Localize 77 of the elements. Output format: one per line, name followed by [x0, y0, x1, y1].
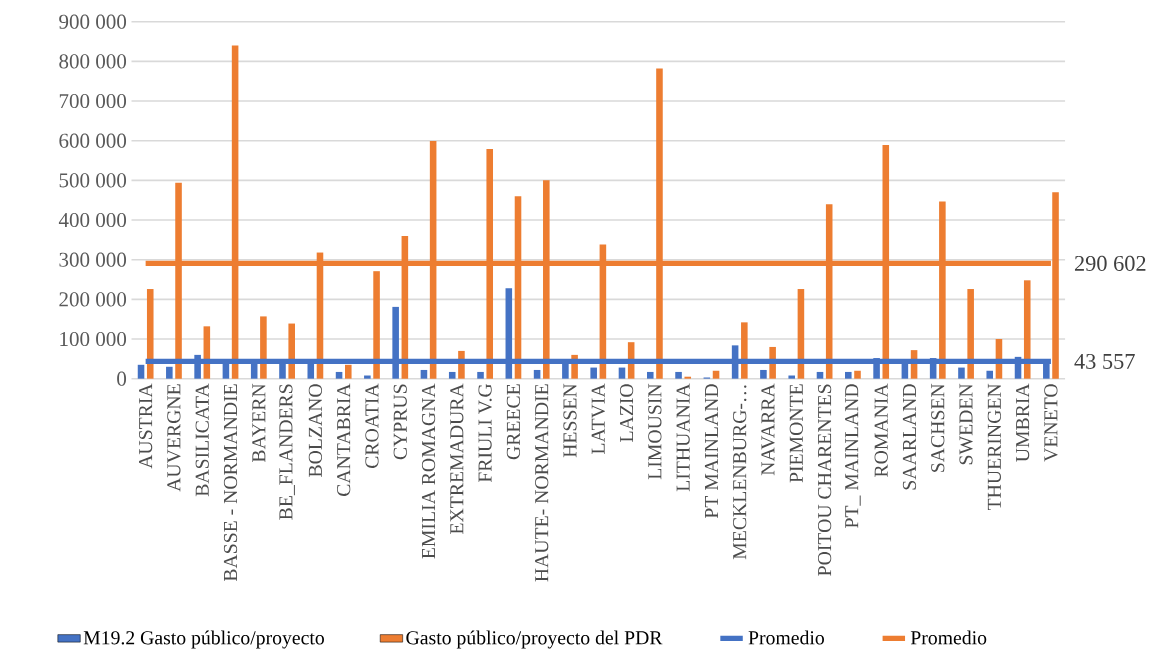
x-tick-label: UMBRIA — [1016, 383, 1030, 462]
bar — [166, 366, 173, 379]
y-tick-label: 800 000 — [59, 54, 127, 69]
x-tick-label: HAUTE- NORMANDIE — [535, 384, 549, 582]
bar — [788, 375, 795, 379]
x-tick-label: CYPRUS — [393, 384, 407, 460]
bar — [146, 289, 154, 379]
x-tick-label: LATVIA — [591, 383, 605, 455]
x-tick-label: BASILICATA — [195, 383, 209, 497]
bar — [344, 364, 352, 379]
x-tick-label: PIEMONTE — [789, 384, 803, 483]
x-tick-label: ROMANIA — [874, 383, 888, 478]
bar — [986, 370, 994, 379]
data-label: 290 602 — [1074, 255, 1146, 272]
bar — [137, 364, 145, 379]
data-label: 43 557 — [1074, 354, 1135, 370]
x-tick-label: PT_ MAINLAND — [845, 384, 861, 529]
y-tick-label: 600 000 — [59, 133, 127, 148]
bar — [712, 370, 720, 379]
bar — [646, 372, 654, 379]
bar — [448, 372, 456, 379]
bar — [1023, 280, 1031, 379]
y-tick-label: 500 000 — [59, 173, 127, 188]
bar — [477, 372, 484, 379]
bar — [364, 375, 371, 379]
x-tick-label: SWEDEN — [959, 383, 973, 465]
y-tick-label: 100 000 — [60, 332, 127, 347]
x-tick-label: PT MAINLAND — [704, 384, 718, 519]
x-tick-label: FRIULI V.G — [478, 384, 492, 483]
legend-label: M19.2 Gasto público/proyecto — [83, 630, 324, 649]
bar — [816, 372, 824, 379]
bar — [675, 372, 682, 379]
x-tick-label: VENETO — [1044, 384, 1058, 462]
bar — [373, 271, 380, 379]
x-tick-label: LIMOUSIN — [648, 383, 662, 480]
legend-label: Gasto público/proyecto del PDR — [406, 630, 663, 649]
x-tick-label: CROATIA — [365, 383, 379, 469]
x-tick-label: EMILIA ROMAGNA — [421, 383, 436, 559]
bar — [854, 370, 861, 379]
bar — [967, 289, 974, 379]
bar — [533, 370, 541, 379]
y-tick-label: 0 — [117, 371, 127, 386]
x-tick-label: NAVARRA — [761, 383, 775, 476]
x-tick-label: SAARLAND — [902, 384, 917, 490]
bar — [845, 372, 852, 379]
y-tick-label: 900 000 — [59, 14, 127, 29]
bar — [618, 367, 626, 379]
y-tick-label: 300 000 — [59, 252, 127, 267]
bar — [420, 370, 428, 379]
x-tick-label: BAYERN — [252, 383, 266, 463]
x-tick-label: CANTABRIA — [337, 383, 351, 497]
bar — [741, 322, 748, 379]
x-tick-label: BASSE - NORMANDIE — [223, 384, 238, 582]
y-tick-label: 200 000 — [59, 292, 127, 307]
x-tick-label: HESSEN — [563, 383, 577, 458]
x-tick-label: THUERINGEN — [987, 383, 1001, 511]
x-tick-label: LITHUANIA — [676, 383, 690, 492]
legend-label: Promedio — [910, 630, 987, 645]
x-tick-label: LAZIO — [619, 384, 634, 443]
bar — [288, 323, 295, 379]
legend-label: Promedio — [748, 630, 824, 645]
x-tick-label: MECKLENBURG-… — [733, 385, 747, 560]
x-tick-label: POITOU CHARENTES — [817, 384, 832, 576]
bar — [590, 367, 597, 379]
x-tick-label: GREECE — [506, 384, 521, 460]
bar — [760, 370, 767, 379]
bar — [335, 372, 343, 379]
y-tick-label: 700 000 — [59, 94, 127, 109]
x-tick-label: AUVERGNE — [167, 384, 181, 492]
x-tick-label: SACHSEN — [931, 383, 945, 472]
bar — [260, 316, 267, 379]
x-tick-label: BE_FLANDERS — [279, 384, 295, 520]
bar — [958, 367, 965, 379]
y-tick-label: 400 000 — [58, 213, 127, 228]
x-tick-label: BOLZANO — [308, 384, 322, 478]
x-tick-label: AUSTRIA — [139, 383, 153, 469]
x-tick-label: EXTREMADURA — [450, 383, 464, 535]
